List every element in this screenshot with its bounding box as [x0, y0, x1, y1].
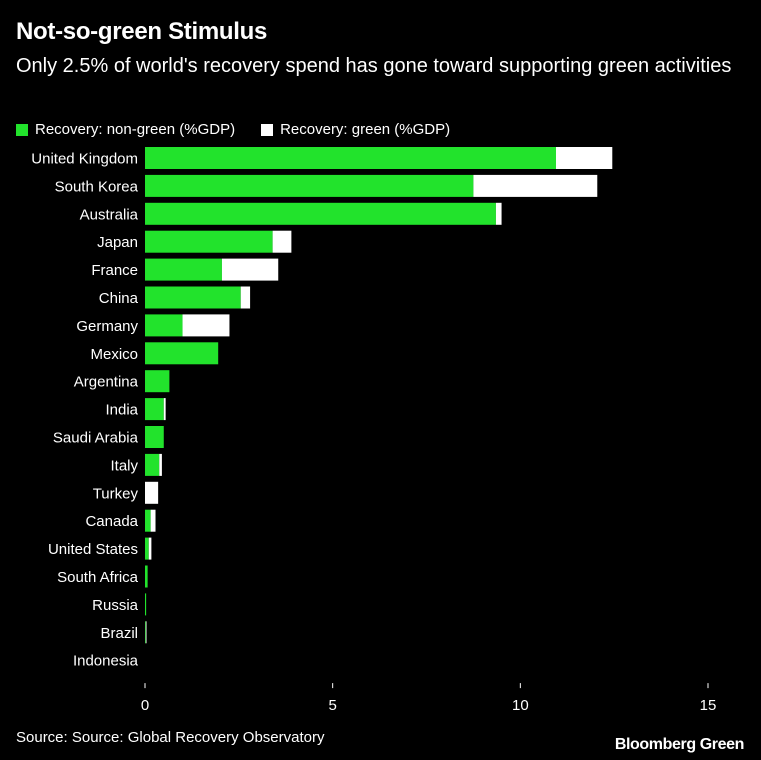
legend: Recovery: non-green (%GDP) Recovery: gre…: [16, 121, 476, 138]
category-label-united-kingdom: United Kingdom: [31, 151, 138, 168]
bar-non-green-south-africa: [145, 565, 148, 588]
bar-non-green-united-kingdom: [145, 147, 556, 169]
bar-green-united-states: [148, 537, 152, 560]
bar-green-united-kingdom: [555, 147, 613, 169]
bar-green-canada: [150, 509, 156, 532]
bar-green-brazil: [145, 621, 147, 644]
category-label-japan: Japan: [97, 234, 138, 251]
category-label-indonesia: Indonesia: [73, 653, 139, 670]
bar-non-green-argentina: [145, 370, 170, 393]
category-label-australia: Australia: [80, 206, 139, 223]
x-tick-label-0: 0: [141, 697, 149, 714]
bar-green-australia: [495, 202, 502, 225]
x-tick-label-10: 10: [512, 697, 529, 714]
category-label-turkey: Turkey: [93, 485, 139, 502]
legend-item-non-green: Recovery: non-green (%GDP): [16, 121, 235, 138]
legend-label-non-green: Recovery: non-green (%GDP): [35, 121, 236, 138]
bar-green-china: [240, 286, 251, 309]
bar-non-green-united-states: [145, 537, 149, 560]
category-label-south-africa: South Africa: [57, 569, 139, 586]
bar-non-green-china: [145, 286, 241, 309]
bar-non-green-australia: [145, 202, 496, 225]
chart-title: Not-so-green Stimulus: [16, 18, 268, 45]
chart-subtitle: Only 2.5% of world's recovery spend has …: [16, 55, 732, 77]
bar-non-green-mexico: [145, 342, 219, 365]
category-label-argentina: Argentina: [74, 374, 139, 391]
legend-swatch-non-green: [16, 123, 28, 136]
bar-non-green-saudi-arabia: [145, 426, 164, 448]
category-label-china: China: [99, 290, 139, 307]
bar-non-green-france: [145, 258, 222, 281]
category-label-india: India: [105, 402, 138, 419]
bar-non-green-india: [145, 398, 164, 421]
bar-non-green-canada: [145, 509, 151, 532]
bar-green-france: [221, 258, 279, 281]
bar-non-green-italy: [145, 453, 160, 476]
legend-label-green: Recovery: green (%GDP): [280, 121, 451, 138]
bar-non-green-brazil: [145, 621, 146, 644]
bar-green-india: [163, 398, 166, 421]
category-label-germany: Germany: [76, 318, 138, 335]
category-label-south-korea: South Korea: [55, 178, 139, 195]
bar-non-green-south-korea: [145, 174, 474, 197]
bar-green-germany: [182, 314, 230, 337]
legend-item-green: Recovery: green (%GDP): [261, 121, 450, 138]
category-label-france: France: [91, 262, 138, 279]
bar-green-turkey: [145, 481, 159, 504]
bar-chart: United Kingdom South Korea Australia Japan F…: [31, 147, 717, 714]
category-label-united-states: United States: [48, 541, 138, 558]
category-label-saudi-arabia: Saudi Arabia: [53, 430, 139, 447]
bar-non-green-japan: [145, 230, 273, 253]
category-label-canada: Canada: [85, 513, 138, 530]
bar-green-south-korea: [473, 174, 598, 197]
source-note: Source: Source: Global Recovery Observat…: [16, 729, 325, 746]
legend-swatch-green: [261, 123, 274, 136]
bar-green-italy: [159, 453, 162, 476]
brand-logo-text: Bloomberg Green: [614, 736, 745, 753]
x-tick-label-15: 15: [700, 697, 717, 714]
bar-non-green-germany: [145, 314, 183, 337]
category-label-brazil: Brazil: [100, 625, 138, 642]
category-label-russia: Russia: [92, 597, 139, 614]
category-label-mexico: Mexico: [90, 346, 138, 363]
x-tick-label-5: 5: [328, 697, 336, 714]
bar-green-japan: [272, 230, 292, 253]
category-label-italy: Italy: [110, 457, 138, 474]
bar-non-green-russia: [145, 593, 147, 616]
